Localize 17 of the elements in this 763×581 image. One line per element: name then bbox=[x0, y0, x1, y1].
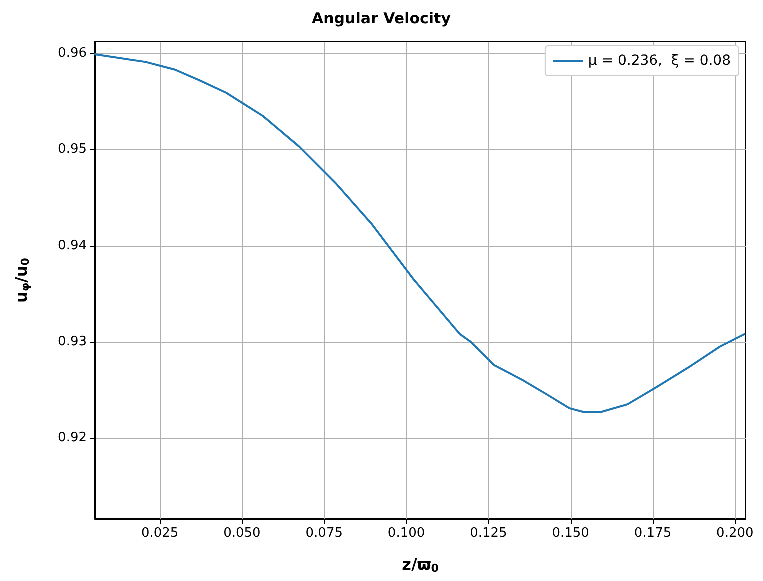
y-tick-label: 0.93 bbox=[58, 334, 87, 350]
chart-title: Angular Velocity bbox=[312, 10, 452, 28]
x-tick-label: 0.200 bbox=[716, 526, 754, 541]
y-tick-label: 0.96 bbox=[58, 46, 87, 62]
x-tick-label: 0.125 bbox=[470, 526, 508, 541]
x-tick-label: 0.025 bbox=[141, 526, 179, 541]
y-tick-label: 0.94 bbox=[58, 238, 87, 254]
y-tick-label: 0.92 bbox=[58, 430, 87, 446]
x-tick-label: 0.100 bbox=[388, 526, 426, 541]
x-tick-label: 0.075 bbox=[306, 526, 343, 541]
legend-label: μ = 0.236, ξ = 0.08 bbox=[588, 53, 731, 69]
y-axis-title: uφ/u0 bbox=[12, 258, 32, 303]
x-tick-label: 0.175 bbox=[634, 526, 672, 541]
x-tick-label: 0.050 bbox=[224, 526, 261, 541]
y-tick-label: 0.95 bbox=[58, 142, 87, 158]
x-tick-label: 0.150 bbox=[552, 526, 590, 541]
line-series bbox=[94, 54, 746, 414]
